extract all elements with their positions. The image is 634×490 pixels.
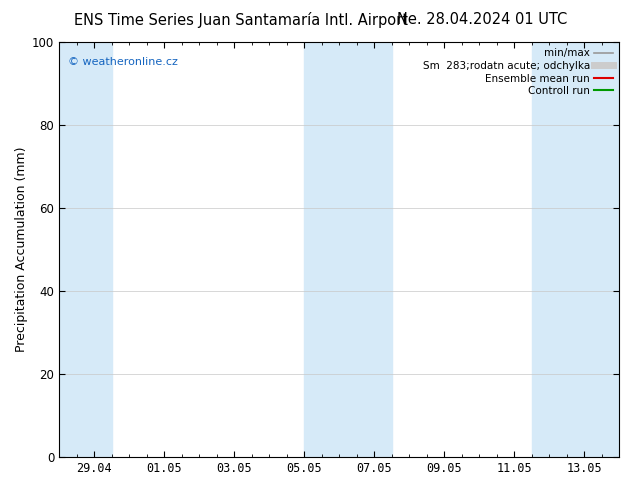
Bar	[42, 42, 112, 457]
Text: © weatheronline.cz: © weatheronline.cz	[68, 56, 178, 67]
Y-axis label: Precipitation Accumulation (mm): Precipitation Accumulation (mm)	[15, 147, 28, 352]
Bar	[531, 42, 634, 457]
Text: ENS Time Series Juan Santamaría Intl. Airport: ENS Time Series Juan Santamaría Intl. Ai…	[74, 12, 408, 28]
Text: Ne. 28.04.2024 01 UTC: Ne. 28.04.2024 01 UTC	[397, 12, 567, 27]
Legend: min/max, Sm  283;rodatn acute; odchylka, Ensemble mean run, Controll run: min/max, Sm 283;rodatn acute; odchylka, …	[418, 44, 617, 100]
Bar	[304, 42, 392, 457]
